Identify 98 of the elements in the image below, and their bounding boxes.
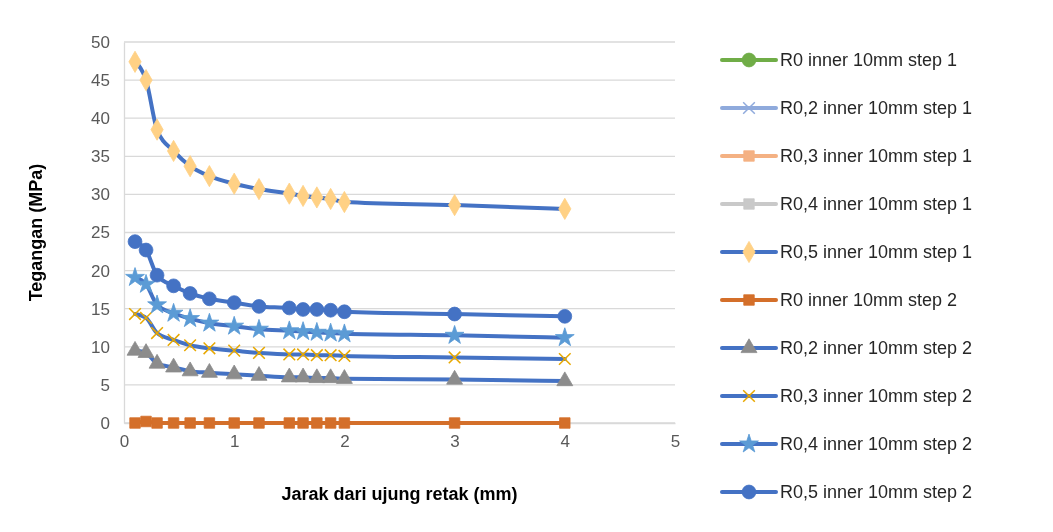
point — [252, 346, 266, 360]
legend-label: R0,2 inner 10mm step 2 — [780, 338, 973, 358]
y-tick-label: 25 — [91, 223, 110, 243]
point — [297, 417, 309, 429]
point — [183, 338, 197, 352]
point — [138, 242, 154, 258]
point — [283, 417, 295, 429]
point — [324, 417, 337, 429]
point — [148, 353, 166, 369]
point — [334, 323, 355, 343]
y-tick-label: 15 — [91, 299, 110, 319]
point — [227, 344, 241, 358]
point — [448, 417, 461, 429]
point — [249, 318, 269, 338]
legend-label: R0,2 inner 10mm step 1 — [780, 98, 973, 118]
point — [250, 366, 268, 381]
point — [558, 352, 572, 366]
point — [184, 417, 196, 429]
legend-label: R0,4 inner 10mm step 2 — [780, 434, 973, 454]
point — [129, 417, 141, 429]
point — [447, 306, 462, 322]
point — [556, 371, 574, 387]
point — [309, 302, 325, 317]
point — [338, 417, 351, 429]
point — [167, 333, 181, 347]
point — [253, 417, 265, 429]
y-axis-title: Tegangan (MPa) — [26, 163, 46, 302]
x-tick-label: 1 — [229, 432, 240, 452]
point — [322, 368, 339, 384]
point — [444, 325, 465, 344]
legend-label: R0 inner 10mm step 2 — [780, 290, 958, 310]
point — [293, 321, 313, 340]
point — [163, 302, 184, 322]
legend-label: R0,3 inner 10mm step 2 — [780, 386, 973, 406]
point — [181, 361, 199, 377]
point — [336, 369, 353, 384]
point — [139, 311, 153, 325]
point — [201, 363, 218, 378]
point — [202, 341, 216, 355]
point — [224, 315, 245, 335]
x-tick-label: 0 — [119, 432, 130, 452]
x-axis-title: Jarak dari ujung retak (mm) — [281, 484, 518, 504]
point — [559, 417, 571, 429]
point — [125, 267, 145, 286]
point — [281, 300, 297, 316]
point — [199, 312, 220, 332]
x-tick-label: 4 — [560, 432, 571, 452]
legend-label: R0,4 inner 10mm step 1 — [780, 194, 973, 214]
legend-label: R0,5 inner 10mm step 1 — [780, 242, 973, 262]
point — [147, 294, 167, 314]
point — [150, 326, 164, 340]
y-tick-label: 20 — [91, 261, 110, 281]
point — [127, 234, 143, 249]
point — [251, 299, 267, 314]
point — [307, 322, 327, 341]
point — [140, 415, 152, 428]
y-tick-label: 0 — [100, 413, 110, 433]
point — [308, 368, 326, 384]
point — [202, 291, 217, 307]
y-tick-label: 50 — [91, 32, 110, 52]
point — [225, 364, 243, 380]
point — [294, 367, 312, 383]
y-tick-label: 35 — [91, 147, 110, 167]
point — [279, 320, 300, 340]
point — [557, 309, 573, 324]
point — [446, 369, 463, 385]
point — [554, 327, 575, 347]
point — [320, 322, 341, 342]
point — [311, 417, 323, 429]
point — [228, 417, 240, 429]
point — [128, 307, 142, 321]
legend-label: R0,3 inner 10mm step 1 — [780, 146, 973, 166]
y-tick-label: 45 — [91, 71, 110, 91]
y-tick-label: 5 — [100, 375, 110, 395]
point — [448, 350, 462, 365]
y-tick-label: 10 — [91, 337, 110, 357]
point — [337, 304, 352, 320]
x-tick-label: 2 — [340, 432, 350, 452]
point — [295, 302, 311, 317]
point — [149, 267, 165, 283]
legend-label: R0,5 inner 10mm step 2 — [780, 482, 973, 502]
point — [137, 343, 155, 358]
legend-label: R0 inner 10mm step 1 — [780, 50, 958, 70]
point — [323, 302, 338, 318]
y-tick-label: 30 — [91, 185, 110, 205]
x-tick-label: 3 — [450, 432, 460, 452]
point — [180, 308, 200, 328]
point — [165, 357, 182, 373]
point — [136, 274, 156, 293]
point — [226, 295, 242, 310]
point — [166, 278, 181, 294]
point — [182, 286, 198, 301]
point — [280, 367, 298, 383]
point — [203, 417, 216, 429]
point — [167, 417, 180, 429]
y-tick-label: 40 — [91, 109, 110, 129]
x-tick-label: 5 — [670, 432, 681, 452]
point — [151, 417, 163, 429]
